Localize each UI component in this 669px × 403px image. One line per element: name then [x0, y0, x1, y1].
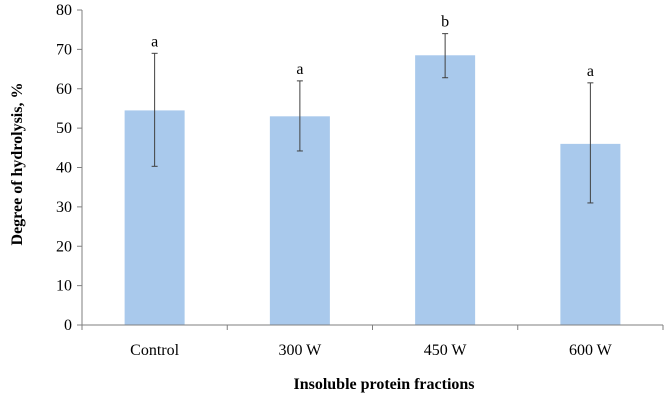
y-tick-label-1: 10 [56, 278, 72, 295]
y-tick-label-3: 30 [56, 199, 72, 216]
axes-layer [77, 9, 664, 330]
x-tick-label-0: Control [130, 342, 179, 359]
x-tick-label-1: 300 W [278, 342, 322, 359]
bar-2 [415, 55, 476, 325]
x-axis-title: Insoluble protein fractions [293, 376, 474, 393]
labels-layer: a Control a 300 W b 450 W a 600 W 0 10 20 30 40 50 60 7… [56, 2, 613, 359]
y-tick-label-6: 60 [56, 81, 72, 98]
y-axis-title: Degree of hydrolysis, % [9, 83, 26, 246]
error-bars-layer [151, 33, 594, 204]
y-tick-label-5: 50 [56, 120, 72, 137]
x-tick-label-2: 450 W [424, 342, 468, 359]
significance-letter-0: a [151, 33, 158, 50]
significance-letter-3: a [587, 63, 594, 80]
x-tick-label-3: 600 W [569, 342, 613, 359]
y-tick-label-2: 20 [56, 238, 72, 255]
y-tick-label-0: 0 [64, 317, 72, 334]
significance-letter-2: b [441, 14, 449, 31]
bars-layer [124, 55, 621, 325]
y-tick-label-4: 40 [56, 160, 72, 177]
significance-letter-1: a [296, 61, 303, 78]
y-tick-label-7: 70 [56, 41, 72, 58]
y-tick-label-8: 80 [56, 2, 72, 19]
